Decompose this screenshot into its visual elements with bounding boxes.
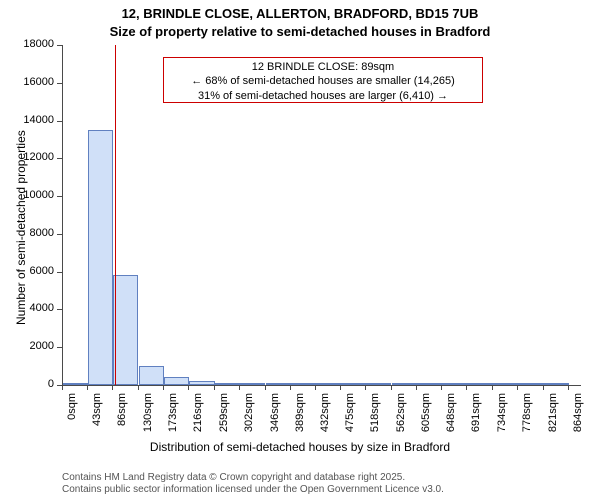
x-tick-label: 432sqm (319, 393, 331, 433)
x-tick-label: 43sqm (91, 393, 103, 433)
chart-title-line2: Size of property relative to semi-detach… (0, 24, 600, 39)
histogram-bar (493, 383, 518, 385)
chart-title-line1: 12, BRINDLE CLOSE, ALLERTON, BRADFORD, B… (0, 6, 600, 21)
x-tick (441, 385, 442, 390)
histogram-bar (291, 383, 316, 385)
y-tick-label: 8000 (14, 227, 54, 239)
callout-box: 12 BRINDLE CLOSE: 89sqm ← 68% of semi-de… (163, 57, 483, 103)
callout-line2: ← 68% of semi-detached houses are smalle… (168, 74, 478, 88)
y-tick-label: 16000 (14, 76, 54, 88)
histogram-bar (467, 383, 492, 385)
y-tick-label: 2000 (14, 340, 54, 352)
x-tick (517, 385, 518, 390)
y-tick-label: 18000 (14, 38, 54, 50)
x-tick (568, 385, 569, 390)
y-tick-label: 6000 (14, 265, 54, 277)
x-tick-label: 346sqm (269, 393, 281, 433)
y-tick-label: 14000 (14, 114, 54, 126)
x-tick-label: 302sqm (243, 393, 255, 433)
chart-container: 12, BRINDLE CLOSE, ALLERTON, BRADFORD, B… (0, 0, 600, 500)
footer-line1: Contains HM Land Registry data © Crown c… (62, 472, 444, 484)
x-tick-label: 734sqm (496, 393, 508, 433)
x-tick-label: 778sqm (521, 393, 533, 433)
y-tick-label: 10000 (14, 189, 54, 201)
y-tick (57, 234, 62, 235)
histogram-bar (215, 383, 240, 385)
x-tick-label: 562sqm (395, 393, 407, 433)
x-tick (163, 385, 164, 390)
histogram-bar (63, 383, 88, 385)
histogram-bar (366, 383, 391, 385)
footer-line2: Contains public sector information licen… (62, 484, 444, 496)
histogram-bar (113, 275, 138, 385)
x-tick-label: 389sqm (294, 393, 306, 433)
x-tick-label: 648sqm (445, 393, 457, 433)
x-tick (290, 385, 291, 390)
x-tick (188, 385, 189, 390)
histogram-bar (240, 383, 265, 385)
x-tick-label: 691sqm (470, 393, 482, 433)
x-tick (214, 385, 215, 390)
property-marker-line (115, 45, 116, 385)
histogram-bar (442, 383, 467, 385)
y-tick-label: 0 (14, 378, 54, 390)
x-tick-label: 475sqm (344, 393, 356, 433)
x-tick (265, 385, 266, 390)
x-tick-label: 216sqm (192, 393, 204, 433)
x-tick-label: 86sqm (116, 393, 128, 433)
histogram-bar (341, 383, 366, 385)
histogram-bar (544, 383, 569, 385)
histogram-bar (88, 130, 113, 385)
y-tick (57, 196, 62, 197)
y-tick (57, 83, 62, 84)
histogram-bar (164, 377, 189, 385)
x-tick (138, 385, 139, 390)
x-tick (416, 385, 417, 390)
plot-area: 12 BRINDLE CLOSE: 89sqm ← 68% of semi-de… (62, 45, 581, 386)
callout-line1: 12 BRINDLE CLOSE: 89sqm (168, 60, 478, 74)
x-tick (315, 385, 316, 390)
x-tick (391, 385, 392, 390)
histogram-bar (266, 383, 291, 385)
histogram-bar (316, 383, 341, 385)
x-tick (87, 385, 88, 390)
histogram-bar (518, 383, 543, 385)
x-tick-label: 518sqm (369, 393, 381, 433)
footer-attribution: Contains HM Land Registry data © Crown c… (62, 472, 444, 496)
x-tick (466, 385, 467, 390)
y-tick (57, 45, 62, 46)
x-tick-label: 605sqm (420, 393, 432, 433)
y-tick (57, 309, 62, 310)
y-tick-label: 4000 (14, 302, 54, 314)
y-tick (57, 272, 62, 273)
x-tick-label: 173sqm (167, 393, 179, 433)
y-tick (57, 121, 62, 122)
x-axis-label: Distribution of semi-detached houses by … (0, 440, 600, 454)
x-tick-label: 0sqm (66, 393, 78, 433)
x-tick (239, 385, 240, 390)
x-tick (340, 385, 341, 390)
histogram-bar (189, 381, 214, 385)
histogram-bar (417, 383, 442, 385)
x-tick-label: 259sqm (218, 393, 230, 433)
histogram-bar (139, 366, 164, 385)
x-tick-label: 864sqm (572, 393, 584, 433)
y-tick (57, 158, 62, 159)
x-tick (62, 385, 63, 390)
y-tick (57, 347, 62, 348)
x-tick (365, 385, 366, 390)
x-tick-label: 821sqm (547, 393, 559, 433)
callout-line3: 31% of semi-detached houses are larger (… (168, 89, 478, 103)
x-tick-label: 130sqm (142, 393, 154, 433)
x-tick (543, 385, 544, 390)
x-tick (492, 385, 493, 390)
y-tick-label: 12000 (14, 151, 54, 163)
histogram-bar (392, 383, 417, 385)
x-tick (112, 385, 113, 390)
